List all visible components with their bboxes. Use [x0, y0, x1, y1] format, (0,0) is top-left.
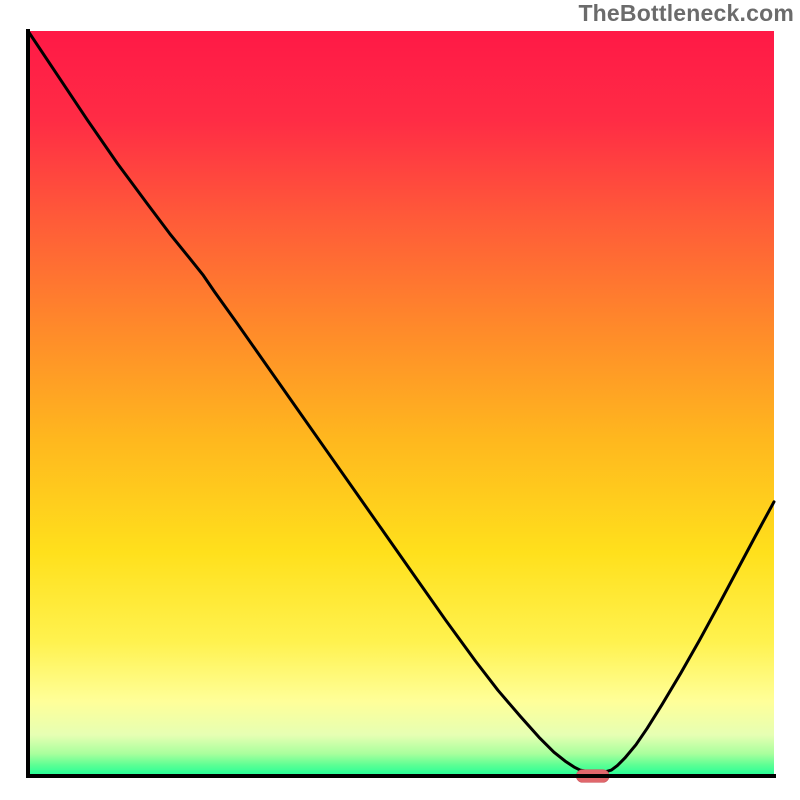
plot-background	[28, 31, 774, 776]
watermark-text: TheBottleneck.com	[578, 0, 794, 27]
chart-svg	[0, 0, 800, 800]
bottleneck-chart: TheBottleneck.com	[0, 0, 800, 800]
